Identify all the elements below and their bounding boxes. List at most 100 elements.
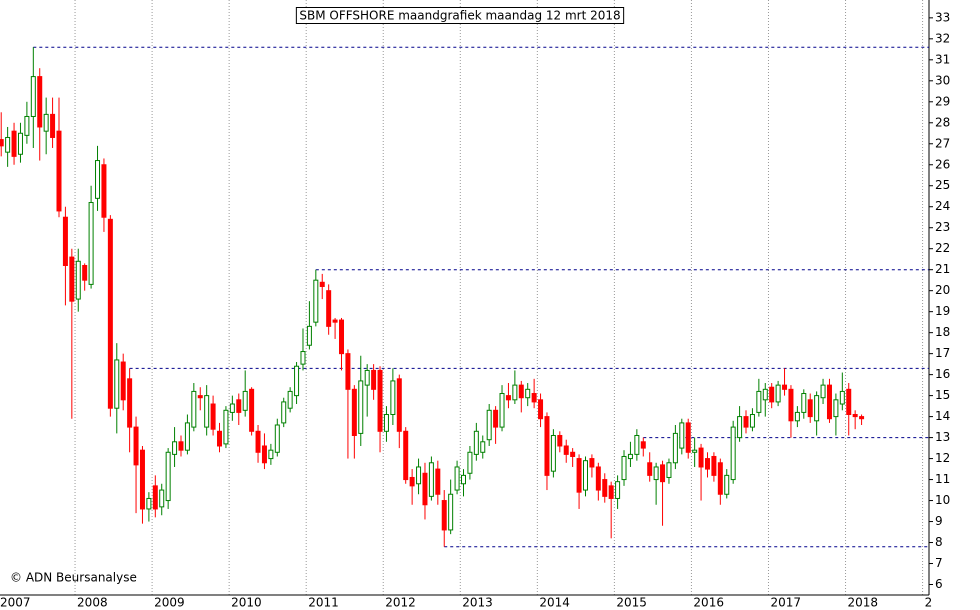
candle-body xyxy=(319,281,325,287)
candle-body xyxy=(165,451,171,502)
candle-body xyxy=(679,422,685,449)
x-tick-label: 2016 xyxy=(693,596,724,610)
y-tick-label: 32 xyxy=(935,31,950,45)
candle-body xyxy=(403,430,409,481)
candle-body xyxy=(274,424,280,453)
candle-body xyxy=(441,500,447,531)
y-tick-label: 10 xyxy=(935,493,950,507)
y-tick-label: 9 xyxy=(935,514,943,528)
candle-body xyxy=(756,390,762,413)
candle-body xyxy=(236,399,242,413)
candle-body xyxy=(589,458,595,468)
candle-body xyxy=(152,485,158,510)
candle-body xyxy=(544,416,550,476)
candle-body xyxy=(627,453,633,460)
y-tick-label: 20 xyxy=(935,283,950,297)
y-tick-label: 8 xyxy=(935,535,943,549)
candle-body xyxy=(37,76,43,128)
y-tick-label: 7 xyxy=(935,556,943,570)
candle-body xyxy=(461,474,466,485)
candle-body xyxy=(172,441,178,455)
y-tick-label: 33 xyxy=(935,10,950,24)
y-tick-label: 30 xyxy=(935,73,950,87)
candle-body xyxy=(339,319,345,355)
candle-body xyxy=(538,399,544,420)
title-box xyxy=(295,7,625,24)
candle-body xyxy=(692,449,698,453)
candle-body xyxy=(313,279,319,323)
y-tick-label: 25 xyxy=(935,178,950,192)
candle-body xyxy=(428,462,434,497)
candle-body xyxy=(820,384,826,399)
candle-body xyxy=(769,386,775,403)
candle-body xyxy=(409,476,415,487)
candle-body xyxy=(672,432,678,464)
candle-body xyxy=(95,160,101,199)
y-tick-label: 28 xyxy=(935,115,950,129)
candle-body xyxy=(525,388,531,399)
candle-body xyxy=(621,455,627,481)
y-tick-label: 21 xyxy=(935,262,950,276)
candle-body xyxy=(782,384,788,390)
x-tick-label: 2015 xyxy=(616,596,647,610)
candle-body xyxy=(210,403,216,430)
candle-body xyxy=(531,393,537,403)
candle-body xyxy=(833,399,839,418)
y-tick-label: 13 xyxy=(935,430,950,444)
y-tick-label: 16 xyxy=(935,367,950,381)
candle-body xyxy=(371,369,377,390)
candle-body xyxy=(345,353,351,390)
candle-body xyxy=(159,489,165,508)
x-tick-label: 2 xyxy=(925,596,933,610)
x-tick-label: 2014 xyxy=(539,596,570,610)
candle-body xyxy=(358,380,364,434)
candle-body xyxy=(62,216,68,266)
candle-body xyxy=(127,378,133,428)
candle-body xyxy=(788,388,794,422)
candle-body xyxy=(582,460,588,491)
candle-body xyxy=(146,497,152,510)
candle-body xyxy=(595,466,601,491)
candle-body xyxy=(178,441,184,451)
candle-body xyxy=(69,256,75,302)
candle-body xyxy=(846,388,852,416)
candle-body xyxy=(300,351,306,365)
x-tick-label: 2018 xyxy=(848,596,879,610)
candle-body xyxy=(88,202,94,285)
candle-body xyxy=(608,485,614,499)
candle-body xyxy=(814,395,820,422)
candle-body xyxy=(107,218,113,409)
candle-body xyxy=(17,132,23,155)
candle-body xyxy=(422,472,428,506)
candle-body xyxy=(364,369,370,386)
y-tick-label: 26 xyxy=(935,157,950,171)
candle-body xyxy=(30,76,36,117)
candle-body xyxy=(197,395,203,399)
candle-body xyxy=(749,414,755,428)
candle-body xyxy=(223,409,229,445)
candle-body xyxy=(261,445,267,464)
x-tick-label: 2008 xyxy=(77,596,108,610)
candle-body xyxy=(377,369,383,432)
candle-body xyxy=(711,455,717,476)
candle-body xyxy=(807,399,813,418)
candle-body xyxy=(839,390,845,405)
candle-body xyxy=(255,430,261,453)
candle-body xyxy=(493,409,499,428)
candle-body xyxy=(43,113,49,132)
candle-body xyxy=(557,434,563,447)
y-tick-label: 11 xyxy=(935,472,950,486)
x-tick-label: 2012 xyxy=(385,596,416,610)
candle-body xyxy=(576,458,582,493)
candle-body xyxy=(396,378,402,432)
candle-body xyxy=(743,416,749,428)
candle-body xyxy=(0,139,4,147)
candle-body xyxy=(454,466,460,491)
candle-body xyxy=(24,115,30,136)
candle-body xyxy=(268,449,274,460)
source-note: © ADN Beursanalyse xyxy=(10,571,137,585)
candle-body xyxy=(801,393,807,413)
candle-body xyxy=(101,164,107,218)
candle-body xyxy=(666,462,672,478)
